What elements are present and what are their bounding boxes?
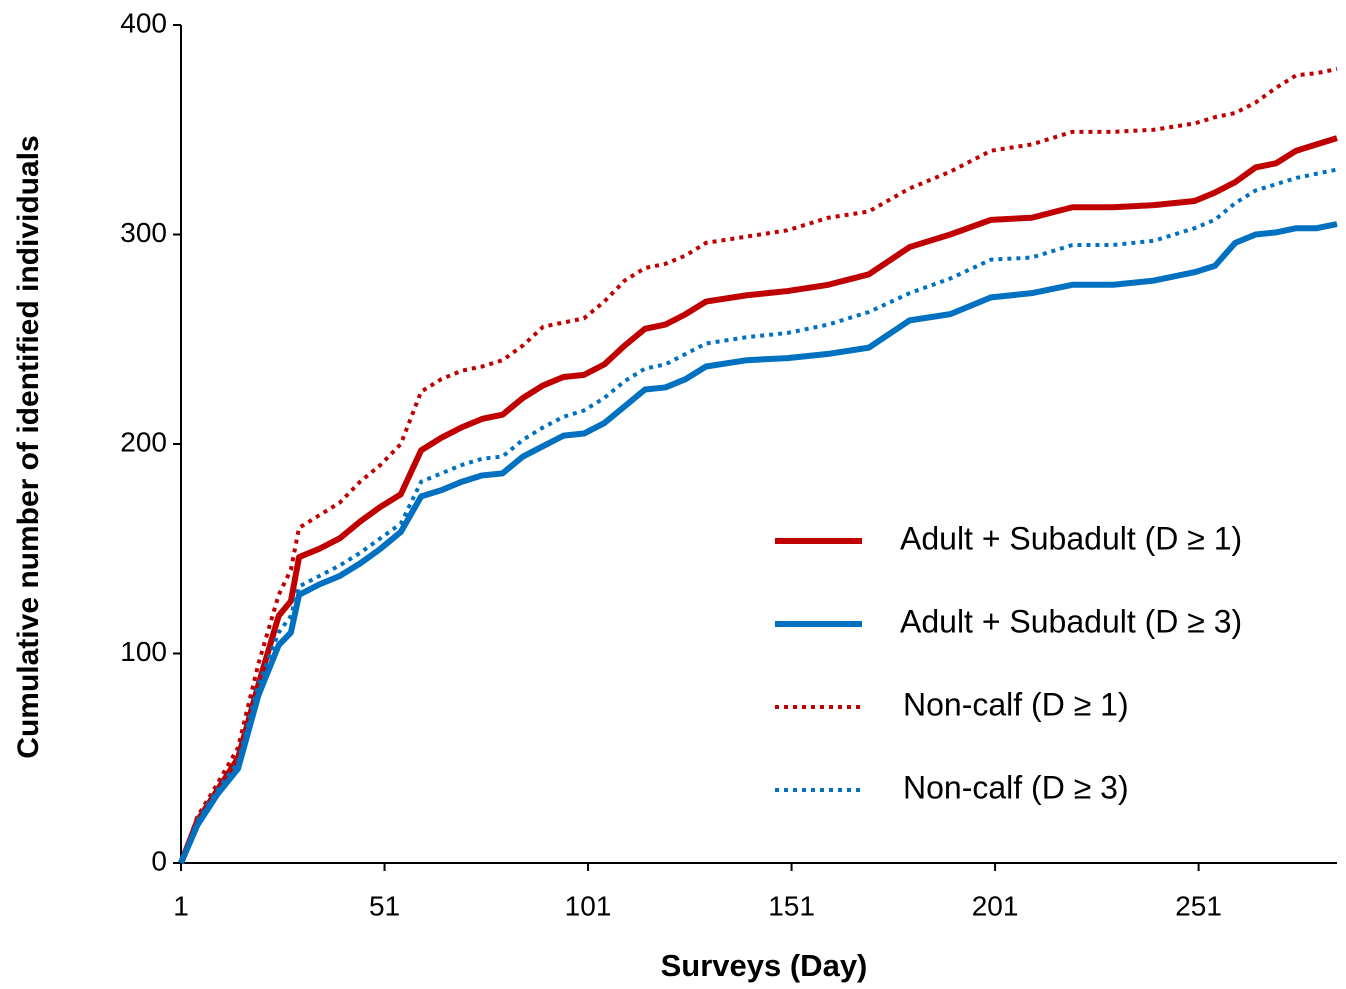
series-line xyxy=(178,221,1338,865)
x-tick-label: 201 xyxy=(972,890,1019,921)
x-tick-label: 151 xyxy=(768,890,815,921)
x-tick-label: 251 xyxy=(1175,890,1222,921)
y-tick-label: 200 xyxy=(120,426,167,457)
legend-label: Adult + Subadult (D ≥ 1) xyxy=(900,520,1242,556)
x-axis-title: Surveys (Day) xyxy=(661,948,868,983)
series-line xyxy=(179,167,1338,864)
x-tick-label: 51 xyxy=(369,890,400,921)
x-tick-label: 1 xyxy=(173,890,189,921)
x-tick-label: 101 xyxy=(565,890,612,921)
legend-label: Adult + Subadult (D ≥ 3) xyxy=(900,603,1242,639)
y-tick-label: 400 xyxy=(120,7,167,38)
legend-label: Non-calf (D ≥ 3) xyxy=(903,769,1129,805)
series-line xyxy=(179,67,1338,864)
y-tick-label: 0 xyxy=(151,845,167,876)
y-tick-label: 100 xyxy=(120,636,167,667)
y-axis-title: Cumulative number of identified individu… xyxy=(12,135,45,758)
y-tick-label: 300 xyxy=(120,217,167,248)
legend-label: Non-calf (D ≥ 1) xyxy=(903,686,1129,722)
series-line xyxy=(178,135,1338,865)
